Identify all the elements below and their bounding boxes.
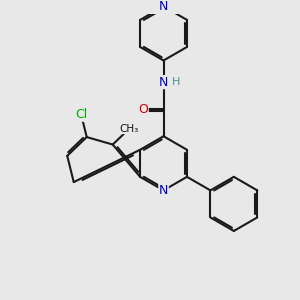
Text: Cl: Cl — [75, 108, 87, 121]
Text: N: N — [159, 0, 168, 13]
Text: H: H — [172, 77, 180, 87]
Text: N: N — [159, 76, 168, 88]
Text: N: N — [159, 184, 168, 197]
Text: CH₃: CH₃ — [120, 124, 139, 134]
Text: O: O — [138, 103, 148, 116]
